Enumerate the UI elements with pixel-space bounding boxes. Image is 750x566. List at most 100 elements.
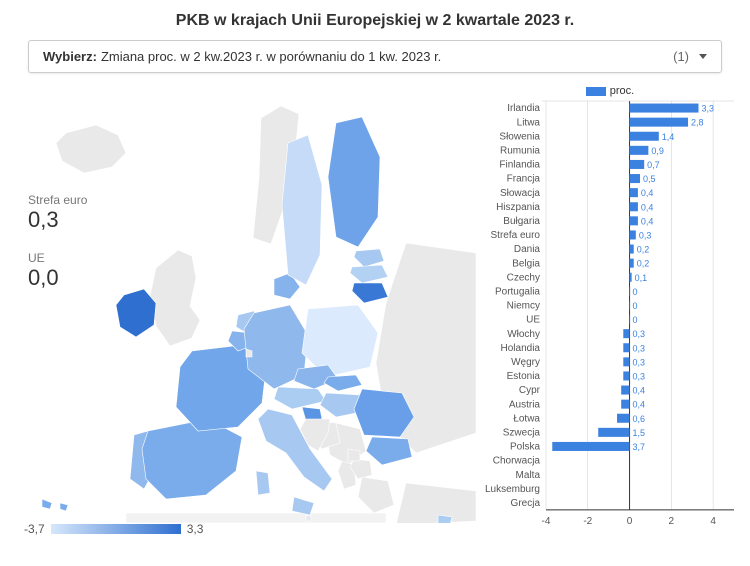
bar-rect[interactable] [621, 400, 629, 409]
bar-row-label: UE [526, 315, 540, 326]
bar-rect[interactable] [623, 357, 629, 366]
bar-rect[interactable] [630, 245, 634, 254]
chevron-down-icon [699, 54, 707, 59]
legend-max: 3,3 [187, 522, 204, 536]
bar-value-label: 0,1 [635, 273, 648, 283]
country-kosovo[interactable] [348, 449, 360, 461]
bar-row-label: Słowenia [499, 131, 540, 142]
bar-rect[interactable] [630, 118, 688, 127]
legend-min: -3,7 [24, 522, 45, 536]
bar-value-label: 0,9 [651, 146, 664, 156]
bar-rect[interactable] [630, 315, 631, 324]
country-uk[interactable] [150, 250, 200, 346]
bar-rect[interactable] [630, 273, 632, 282]
bar-rect[interactable] [598, 428, 629, 437]
bar-rect[interactable] [617, 414, 630, 423]
bar-value-label: 0 [633, 315, 638, 325]
bar-row-label: Austria [509, 399, 541, 410]
bar-rect[interactable] [630, 146, 649, 155]
bar-value-label: 3,7 [633, 442, 646, 452]
svg-text:-2: -2 [583, 516, 592, 527]
legend-swatch [586, 87, 606, 96]
country-canary[interactable] [42, 499, 52, 509]
selector-value: Zmiana proc. w 2 kw.2023 r. w porównaniu… [101, 49, 673, 64]
bar-row-label: Luksemburg [485, 484, 540, 495]
country-sardinia[interactable] [256, 471, 270, 495]
bar-legend-label: proc. [610, 85, 634, 97]
bar-row-label: Grecja [511, 498, 541, 509]
bar-rect[interactable] [630, 202, 638, 211]
kpi-eu: UE 0,0 [28, 251, 59, 291]
kpi-label: UE [28, 251, 59, 265]
legend-gradient-bar [51, 524, 181, 534]
bar-value-label: 1,4 [662, 132, 675, 142]
main-layout: Strefa euro 0,3 UE 0,0 [0, 83, 750, 542]
bar-row-label: Węgry [511, 357, 540, 368]
bar-row-label: Litwa [517, 117, 541, 128]
country-slovakia[interactable] [324, 375, 362, 391]
country-estonia[interactable] [354, 249, 384, 267]
bar-rect[interactable] [630, 132, 659, 141]
bar-row-label: Hiszpania [496, 202, 540, 213]
kpi-eurozone: Strefa euro 0,3 [28, 193, 87, 233]
bar-row-label: Czechy [507, 272, 540, 283]
bar-chart-panel: proc. -4-2024Irlandia3,3Litwa2,8Słowenia… [476, 83, 744, 542]
bar-value-label: 0,2 [637, 245, 650, 255]
country-sweden[interactable] [282, 135, 322, 285]
country-sicily[interactable] [292, 497, 314, 515]
bar-rect[interactable] [630, 301, 631, 310]
bar-value-label: 0,3 [633, 329, 646, 339]
country-bulgaria[interactable] [366, 437, 412, 465]
map-panel: Strefa euro 0,3 UE 0,0 [6, 83, 476, 542]
country-canary2[interactable] [60, 503, 68, 511]
metric-selector[interactable]: Wybierz: Zmiana proc. w 2 kw.2023 r. w p… [28, 40, 722, 73]
bar-row-label: Niemcy [507, 301, 540, 312]
bar-rect[interactable] [630, 174, 640, 183]
bar-rect[interactable] [552, 442, 629, 451]
bar-row-label: Cypr [519, 385, 541, 396]
kpi-value: 0,0 [28, 265, 59, 291]
bar-rect[interactable] [630, 188, 638, 197]
bar-value-label: 0,3 [633, 357, 646, 367]
country-turkey[interactable] [396, 483, 476, 523]
bar-chart[interactable]: -4-2024Irlandia3,3Litwa2,8Słowenia1,4Rum… [476, 97, 744, 537]
bar-rect[interactable] [630, 230, 636, 239]
country-latvia[interactable] [350, 265, 388, 283]
bar-value-label: 2,8 [691, 118, 704, 128]
page-title: PKB w krajach Unii Europejskiej w 2 kwar… [0, 0, 750, 40]
bar-rect[interactable] [623, 371, 629, 380]
country-ireland[interactable] [116, 289, 156, 337]
country-finland[interactable] [328, 117, 380, 247]
bar-row-label: Rumunia [500, 145, 540, 156]
bar-rect[interactable] [630, 160, 645, 169]
bar-rect[interactable] [630, 104, 699, 113]
bar-value-label: 0 [633, 301, 638, 311]
bar-row-label: Słowacja [500, 188, 540, 199]
bar-rect[interactable] [623, 329, 629, 338]
country-poland[interactable] [302, 305, 378, 377]
bar-row-label: Szwecja [503, 427, 541, 438]
kpi-value: 0,3 [28, 207, 87, 233]
country-lithuania[interactable] [352, 283, 388, 303]
svg-text:2: 2 [669, 516, 675, 527]
bar-row-label: Polska [510, 442, 540, 453]
bar-row-label: Francja [507, 174, 541, 185]
bar-rect[interactable] [621, 386, 629, 395]
bar-rect[interactable] [630, 216, 638, 225]
bar-value-label: 0,3 [633, 371, 646, 381]
bar-value-label: 0,5 [643, 174, 656, 184]
bar-row-label: Włochy [507, 329, 540, 340]
country-greece[interactable] [358, 477, 394, 513]
country-iceland[interactable] [56, 125, 126, 173]
bar-row-label: Holandia [501, 343, 541, 354]
bar-value-label: 0,2 [637, 259, 650, 269]
europe-map[interactable] [6, 83, 476, 523]
bar-rect[interactable] [630, 259, 634, 268]
bar-value-label: 0,4 [633, 400, 646, 410]
bar-rect[interactable] [630, 287, 631, 296]
bar-value-label: 0,3 [639, 230, 652, 240]
bar-rect[interactable] [623, 343, 629, 352]
bar-legend: proc. [476, 83, 744, 97]
country-spain[interactable] [142, 419, 242, 499]
country-austria[interactable] [274, 387, 326, 409]
